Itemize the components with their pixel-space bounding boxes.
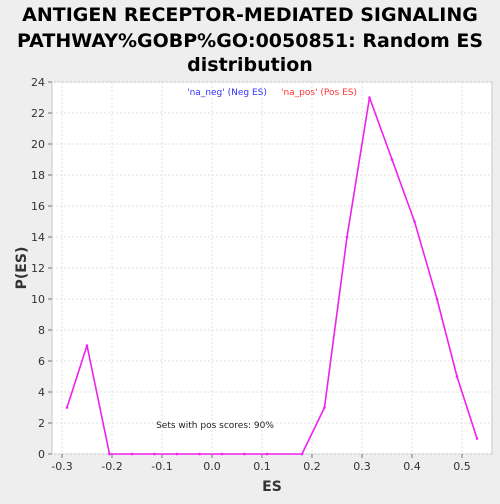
y-tick-label: 16	[31, 200, 45, 213]
annotation-pos-scores: Sets with pos scores: 90%	[156, 421, 274, 431]
data-point	[221, 453, 224, 456]
data-point	[323, 406, 326, 409]
data-point	[476, 437, 479, 440]
data-point	[86, 344, 89, 347]
data-point	[346, 236, 349, 239]
x-tick-label: 0.5	[453, 460, 471, 473]
x-tick-label: -0.2	[101, 460, 122, 473]
x-tick-label: -0.1	[151, 460, 172, 473]
data-point	[108, 453, 111, 456]
y-tick-label: 4	[38, 386, 45, 399]
chart-title-line-3: distribution	[187, 54, 313, 76]
y-tick-label: 20	[31, 138, 45, 151]
data-point	[153, 453, 156, 456]
y-tick-label: 14	[31, 231, 45, 244]
data-point	[368, 96, 371, 99]
chart-title-line-1: ANTIGEN RECEPTOR-MEDIATED SIGNALING	[22, 4, 478, 26]
data-point	[391, 158, 394, 161]
y-tick-label: 24	[31, 76, 45, 89]
y-axis-label: P(ES)	[14, 247, 30, 290]
y-tick-label: 0	[38, 448, 45, 461]
y-tick-label: 12	[31, 262, 45, 275]
x-tick-label: 0.3	[353, 460, 371, 473]
data-point	[436, 298, 439, 301]
y-tick-label: 10	[31, 293, 45, 306]
y-tick-label: 2	[38, 417, 45, 430]
x-tick-label: 0.1	[253, 460, 271, 473]
x-tick-label: 0.2	[303, 460, 321, 473]
data-point	[66, 406, 69, 409]
data-point	[413, 220, 416, 223]
data-point	[131, 453, 134, 456]
data-point	[243, 453, 246, 456]
chart-title-line-2: PATHWAY%GOBP%GO:0050851: Random ES	[17, 30, 483, 52]
data-point	[176, 453, 179, 456]
legend-entry-neg: 'na_neg' (Neg ES)	[187, 88, 267, 98]
x-tick-label: 0.0	[203, 460, 221, 473]
legend-entry-pos: 'na_pos' (Pos ES)	[281, 88, 357, 98]
y-tick-label: 8	[38, 324, 45, 337]
x-tick-label: -0.3	[51, 460, 72, 473]
y-tick-label: 22	[31, 107, 45, 120]
data-point	[198, 453, 201, 456]
y-tick-label: 6	[38, 355, 45, 368]
data-point	[456, 375, 459, 378]
x-axis-label: ES	[262, 479, 282, 495]
data-point	[301, 453, 304, 456]
data-point	[266, 453, 269, 456]
y-tick-label: 18	[31, 169, 45, 182]
x-tick-label: 0.4	[403, 460, 421, 473]
